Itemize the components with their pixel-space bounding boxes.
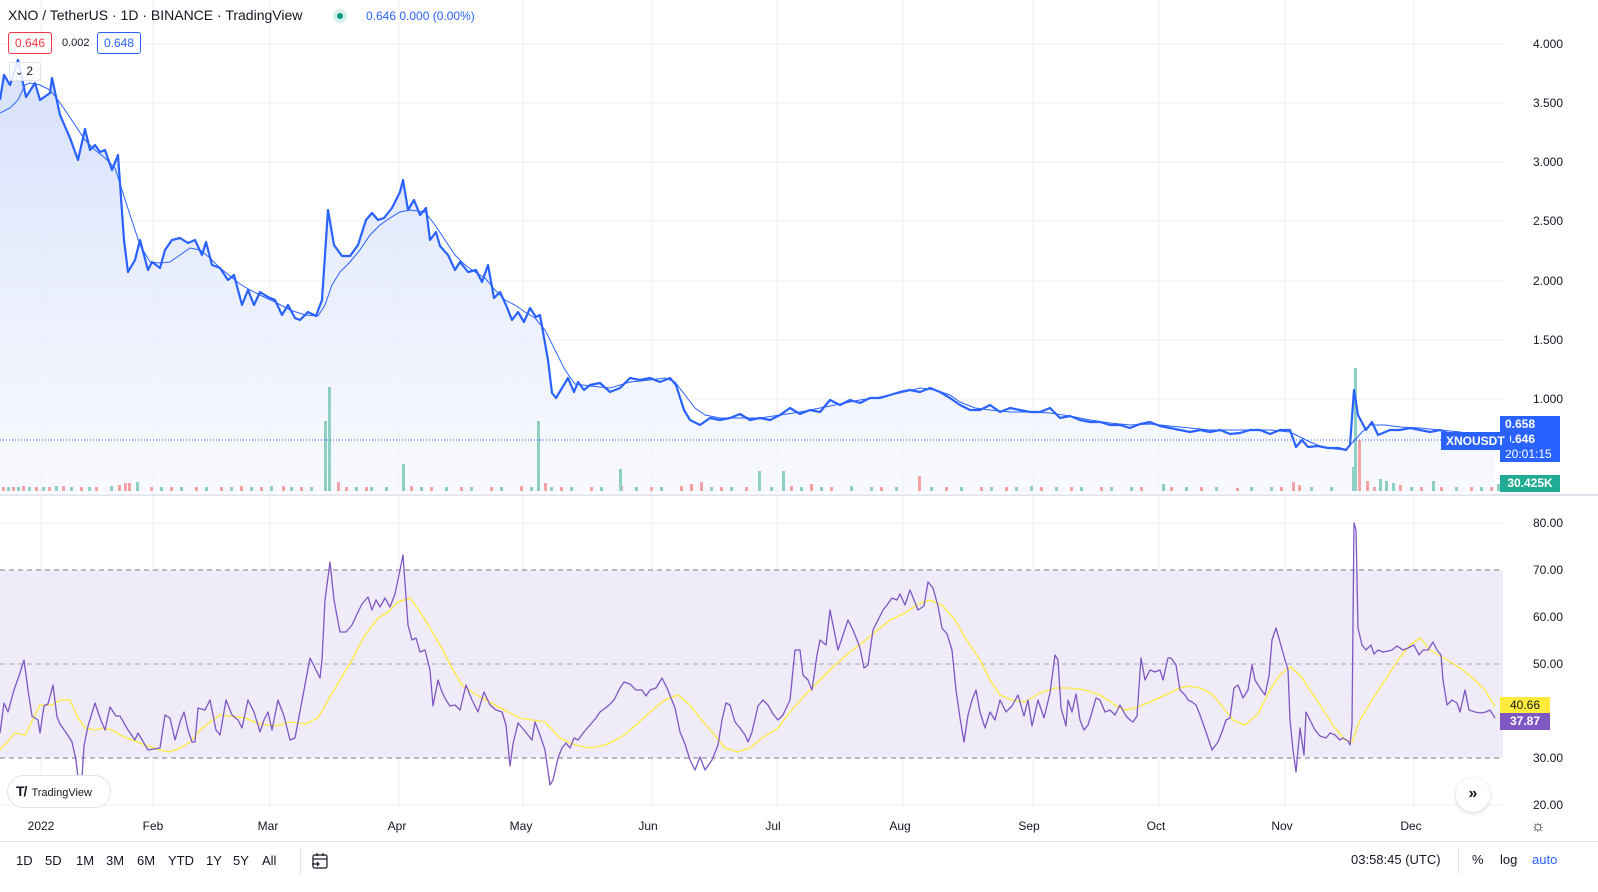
time-axis-label: Jun [638,819,658,833]
market-status-icon[interactable] [333,9,347,23]
rsi-value-label: 37.87 [1500,713,1550,730]
rsi-line [0,522,1496,786]
collapse-indicators-button[interactable]: ⌄ 2 [9,62,41,81]
price-axis-tick: 4.000 [1532,37,1563,51]
utc-clock[interactable]: 03:58:45 (UTC) [1351,852,1441,867]
rsi-axis[interactable]: 80.00 70.00 60.00 50.00 30.00 20.00 [1503,497,1598,812]
time-axis-label: Jul [765,819,781,833]
rsi-gridlines [0,522,1503,806]
price-axis-tick: 2.500 [1532,214,1563,228]
rsi-axis-tick: 80.00 [1532,516,1563,530]
buy-price-button[interactable]: 0.648 [97,32,142,54]
rsi-guides [0,569,1503,759]
price-area-fill [0,60,1495,495]
time-axis-label: Feb [142,819,164,833]
range-button-1y[interactable]: 1Y [206,853,222,868]
chevron-down-icon: ⌄ [15,67,24,78]
tradingview-logo-icon: T/ [16,783,27,799]
scroll-to-realtime-button[interactable]: » [1456,778,1490,812]
rsi-axis-tick: 60.00 [1532,610,1563,624]
range-button-all[interactable]: All [262,853,277,868]
chart-settings-gear-icon[interactable]: ☼ [1530,818,1546,835]
tradingview-logo[interactable]: T/TradingView [7,775,111,808]
price-line [0,58,1461,452]
rsi-axis-tick: 70.00 [1532,563,1563,577]
ma-value-label: 0.658 [1505,417,1536,431]
range-button-3m[interactable]: 3M [106,853,125,868]
rsi-axis-tick: 20.00 [1532,798,1563,812]
moving-average-line [0,82,1496,451]
range-button-ytd[interactable]: YTD [168,853,194,868]
legend-price-change: 0.646 0.000 (0.00%) [366,9,475,23]
log-scale-toggle[interactable]: log [1500,852,1518,867]
price-axis-tick: 2.000 [1532,274,1563,288]
price-axis[interactable]: 4.000 3.500 3.000 2.500 2.000 1.500 1.00… [1503,0,1598,495]
time-axis-label: Apr [387,819,407,833]
range-button-1m[interactable]: 1M [76,853,95,868]
time-axis-label: Dec [1400,819,1422,833]
volume-value-label: 30.425K [1500,475,1560,492]
range-button-5d[interactable]: 5D [45,853,62,868]
time-axis-label: Aug [889,819,911,833]
price-axis-tick: 3.500 [1532,96,1563,110]
toolbar-divider [1458,848,1459,874]
rsi-axis-tick: 50.00 [1532,657,1563,671]
toolbar-divider [300,848,301,874]
time-axis-label: Mar [257,819,279,833]
price-axis-tick: 1.500 [1532,333,1563,347]
price-axis-tick: 3.000 [1532,155,1563,169]
sell-price-button[interactable]: 0.646 [8,32,53,54]
time-axis-label: Nov [1271,819,1293,833]
double-chevron-right-icon: » [1468,785,1478,802]
go-to-date-calendar-icon[interactable] [310,851,330,871]
range-button-5y[interactable]: 5Y [233,853,249,868]
percent-scale-toggle[interactable]: % [1472,852,1484,867]
symbol-label: XNOUSDT [1441,432,1510,450]
price-axis-tick: 1.000 [1532,392,1563,406]
price-badge: 0.658 0.646 20:01:15 [1500,416,1560,462]
time-axis-label: Oct [1146,819,1166,833]
time-axis-label: May [509,819,533,833]
bottom-toolbar [0,841,1598,892]
legend-change: 0.000 (0.00%) [399,9,475,23]
volume-bars [2,368,1500,491]
spread-value: 0.002 [62,37,90,49]
logo-text: TradingView [31,787,92,799]
time-axis-label: 2022 [27,819,55,833]
last-price-label: 0.646 [1505,432,1536,446]
rsi-axis-tick: 30.00 [1532,751,1563,765]
range-button-1d[interactable]: 1D [16,853,33,868]
range-button-6m[interactable]: 6M [137,853,156,868]
legend-last-price: 0.646 [366,9,397,23]
rsi-ma-value-label: 40.66 [1500,697,1550,714]
rsi-ma-line [0,597,1496,753]
chart-title[interactable]: XNO / TetherUS · 1D · BINANCE · TradingV… [8,7,303,23]
bar-countdown: 20:01:15 [1505,447,1552,461]
time-axis-label: Sep [1018,819,1040,833]
indicator-count: 2 [26,64,34,78]
auto-scale-toggle[interactable]: auto [1532,852,1558,867]
